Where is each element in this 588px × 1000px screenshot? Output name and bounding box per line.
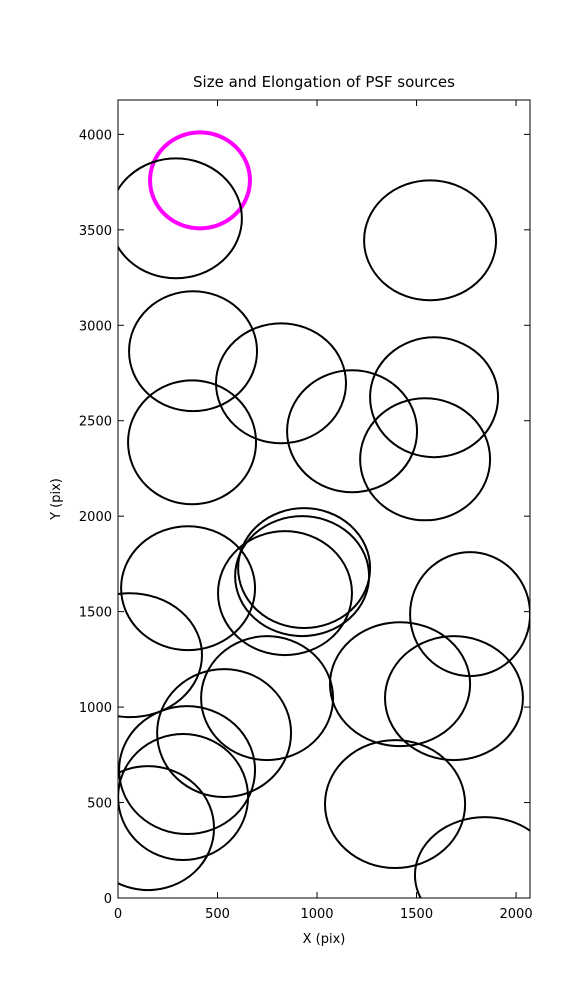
- psf-ellipse: [323, 739, 467, 870]
- y-tick-label: 3500: [79, 224, 112, 239]
- psf-ellipse: [118, 705, 257, 836]
- y-axis-label: Y (pix): [49, 478, 64, 521]
- y-tick-label: 2000: [79, 510, 112, 525]
- x-tick-label: 1000: [300, 907, 333, 922]
- x-tick-label: 500: [205, 907, 230, 922]
- psf-ellipse: [217, 530, 353, 657]
- y-tick-label: 1000: [79, 701, 112, 716]
- psf-ellipse: [118, 765, 216, 892]
- psf-ellipse: [363, 179, 498, 302]
- psf-ellipse: [413, 816, 530, 898]
- psf-ellipse: [200, 635, 335, 762]
- psf-ellipse: [120, 525, 257, 652]
- psf-ellipse: [237, 507, 372, 630]
- psf-ellipse: [127, 379, 258, 506]
- psf-ellipse: [118, 592, 203, 719]
- x-tick-label: 0: [114, 907, 122, 922]
- psf-ellipse: [118, 157, 243, 280]
- x-axis-label: X (pix): [303, 932, 346, 947]
- psf-ellipse: [215, 322, 347, 445]
- y-tick-label: 2500: [79, 415, 112, 430]
- psf-ellipse: [286, 369, 419, 494]
- plot-frame: [117, 99, 531, 899]
- psf-ellipse: [128, 290, 259, 413]
- x-tick-label: 1500: [400, 907, 433, 922]
- y-tick-label: 3000: [79, 319, 112, 334]
- psf-ellipse: [234, 515, 371, 638]
- y-tick-label: 500: [87, 797, 112, 812]
- psf-ellipse: [369, 336, 500, 459]
- y-tick-label: 1500: [79, 606, 112, 621]
- y-tick-label: 4000: [79, 128, 112, 143]
- psf-ellipse: [328, 621, 472, 748]
- x-tick-label: 2000: [500, 907, 533, 922]
- plot-area: [118, 130, 530, 898]
- psf-ellipse: [409, 551, 530, 678]
- psf-ellipse: [156, 668, 293, 799]
- y-tick-label: 0: [104, 892, 112, 907]
- chart-title: Size and Elongation of PSF sources: [193, 73, 455, 91]
- psf-ellipse: [359, 397, 492, 522]
- psf-ellipse: [384, 635, 524, 762]
- psf-ellipse: [148, 130, 252, 231]
